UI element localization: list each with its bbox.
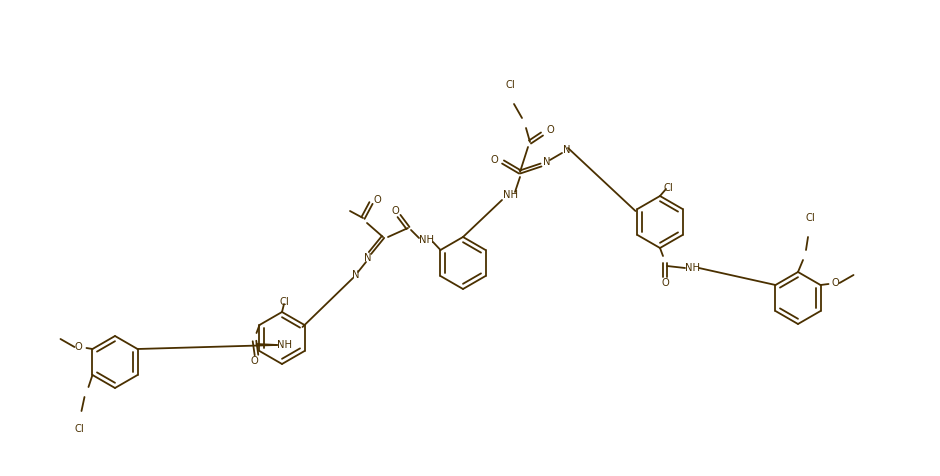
Text: Cl: Cl	[806, 213, 815, 223]
Text: NH: NH	[503, 190, 518, 200]
Text: Cl: Cl	[505, 80, 515, 90]
Text: O: O	[832, 278, 839, 288]
Text: Cl: Cl	[663, 183, 673, 193]
Text: Cl: Cl	[74, 424, 85, 434]
Text: Cl: Cl	[279, 297, 289, 307]
Text: O: O	[391, 206, 399, 216]
Text: O: O	[546, 125, 554, 135]
Text: N: N	[563, 145, 571, 155]
Text: NH: NH	[418, 235, 433, 245]
Text: O: O	[490, 155, 498, 165]
Text: N: N	[543, 157, 551, 167]
Text: NH: NH	[277, 340, 292, 350]
Text: O: O	[74, 342, 83, 352]
Text: N: N	[365, 253, 371, 263]
Text: O: O	[661, 278, 669, 288]
Text: NH: NH	[685, 263, 700, 273]
Text: O: O	[251, 356, 258, 366]
Text: O: O	[373, 195, 381, 205]
Text: N: N	[352, 270, 360, 280]
